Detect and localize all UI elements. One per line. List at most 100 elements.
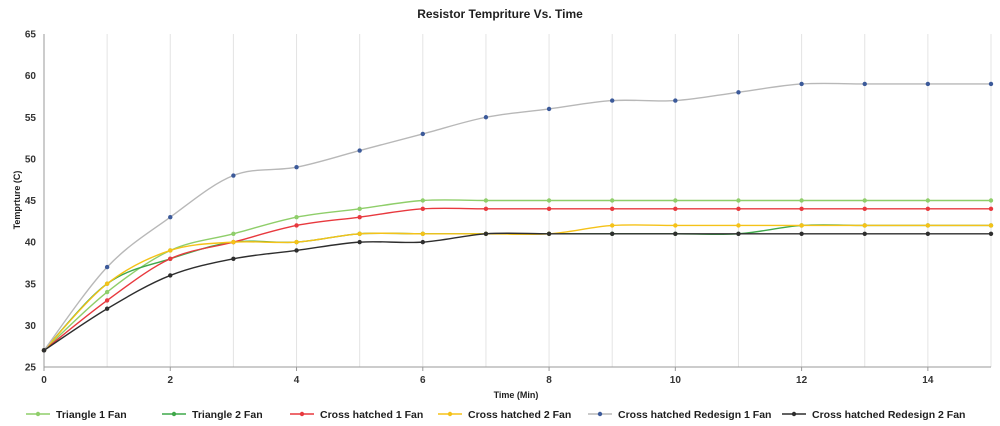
- data-point: [862, 206, 867, 212]
- x-tick-label: 4: [294, 375, 300, 386]
- data-point: [862, 81, 867, 87]
- x-tick-label: 10: [670, 375, 682, 386]
- legend-marker: [791, 411, 797, 417]
- data-point: [357, 206, 362, 212]
- data-point: [610, 198, 615, 203]
- legend-label: Cross hatched 2 Fan: [468, 409, 571, 421]
- data-point: [799, 198, 804, 203]
- data-point: [483, 115, 489, 120]
- legend: Triangle 1 Fan Triangle 2 Fan Cross hatche…: [26, 409, 965, 421]
- legend-item-4: Cross hatched 2 Fan: [438, 409, 571, 421]
- legend-marker: [299, 411, 305, 417]
- data-point: [546, 231, 552, 236]
- y-tick-label: 45: [25, 196, 37, 207]
- data-point: [673, 206, 678, 212]
- data-point: [420, 198, 425, 203]
- data-point: [988, 231, 994, 236]
- data-point: [231, 256, 236, 261]
- data-point: [420, 131, 425, 137]
- data-point: [925, 223, 931, 228]
- data-point: [736, 231, 741, 236]
- data-point: [294, 223, 299, 228]
- data-point: [736, 198, 741, 203]
- data-point: [294, 214, 299, 220]
- legend-label: Triangle 2 Fan: [192, 409, 263, 421]
- x-tick-label: 8: [546, 375, 552, 386]
- series-line: [43, 199, 991, 351]
- x-tick-label: 12: [796, 375, 808, 386]
- data-point: [862, 223, 867, 228]
- data-point: [294, 239, 299, 245]
- x-tick-label: 0: [41, 375, 47, 386]
- data-point: [925, 231, 931, 236]
- data-point: [231, 173, 236, 178]
- data-point: [168, 214, 173, 220]
- data-point: [168, 256, 173, 261]
- series-2: [41, 223, 994, 353]
- series-line: [43, 82, 991, 351]
- legend-marker: [447, 411, 453, 417]
- data-point: [546, 206, 552, 212]
- data-point: [799, 206, 804, 212]
- legend-item-1: Triangle 1 Fan: [26, 409, 127, 421]
- y-tick-label: 25: [25, 363, 37, 374]
- data-point: [357, 239, 362, 245]
- data-point: [546, 198, 552, 203]
- series-line: [43, 232, 991, 351]
- data-point: [546, 106, 552, 112]
- data-point: [673, 98, 678, 103]
- legend-label: Cross hatched Redesign 2 Fan: [812, 409, 965, 421]
- series-6: [41, 231, 994, 353]
- data-point: [420, 239, 425, 245]
- data-point: [610, 98, 615, 103]
- data-point: [357, 214, 362, 220]
- data-point: [294, 165, 299, 170]
- legend-item-5: Cross hatched Redesign 1 Fan: [588, 409, 771, 421]
- data-point: [673, 231, 678, 236]
- data-point: [925, 81, 931, 87]
- data-point: [420, 206, 425, 212]
- data-point: [610, 231, 615, 236]
- data-point: [736, 90, 741, 95]
- data-point: [41, 348, 47, 353]
- data-point: [104, 306, 110, 311]
- data-point: [988, 198, 994, 203]
- x-tick-label: 6: [420, 375, 426, 386]
- legend-label: Cross hatched Redesign 1 Fan: [618, 409, 771, 421]
- data-point: [483, 206, 489, 212]
- data-point: [799, 231, 804, 236]
- series-5: [41, 81, 994, 353]
- data-point: [988, 81, 994, 87]
- data-point: [231, 231, 236, 236]
- data-point: [988, 223, 994, 228]
- data-point: [104, 264, 110, 270]
- data-point: [736, 206, 741, 212]
- legend-item-2: Triangle 2 Fan: [162, 409, 263, 421]
- legend-label: Triangle 1 Fan: [56, 409, 127, 421]
- data-point: [925, 198, 931, 203]
- series-line: [43, 207, 991, 351]
- chart-title: Resistor Tempriture Vs. Time: [417, 7, 583, 21]
- data-point: [799, 223, 804, 228]
- y-tick-label: 50: [25, 154, 37, 165]
- series-line: [43, 224, 991, 351]
- data-point: [357, 231, 362, 236]
- legend-marker: [35, 411, 41, 417]
- series: [41, 81, 994, 353]
- y-tick-label: 65: [25, 30, 37, 41]
- legend-item-3: Cross hatched 1 Fan: [290, 409, 423, 421]
- data-point: [231, 239, 236, 245]
- y-axis-label: Temprture (C): [12, 171, 22, 230]
- legend-label: Cross hatched 1 Fan: [320, 409, 423, 421]
- y-tick-label: 30: [25, 321, 37, 332]
- series-3: [41, 206, 994, 353]
- data-point: [673, 198, 678, 203]
- x-tick-label: 2: [167, 375, 173, 386]
- data-point: [357, 148, 362, 153]
- legend-marker: [597, 411, 603, 417]
- data-point: [168, 248, 173, 253]
- x-axis-label: Time (Min): [494, 390, 539, 400]
- data-point: [168, 273, 173, 278]
- data-point: [736, 223, 741, 228]
